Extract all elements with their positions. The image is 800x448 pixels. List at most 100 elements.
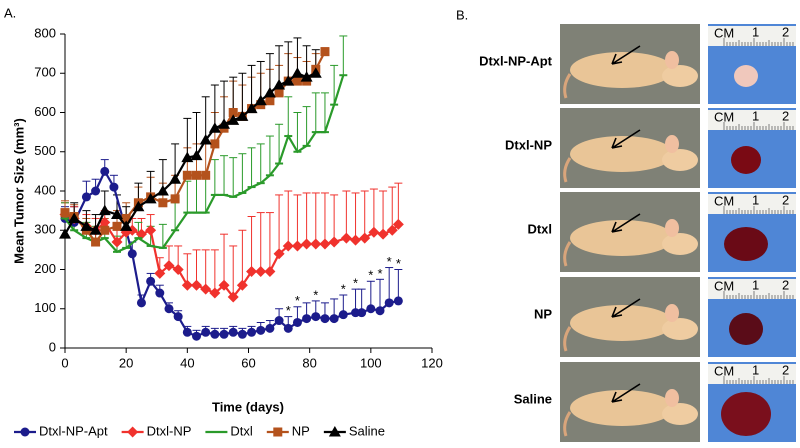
point — [236, 279, 248, 291]
point — [274, 88, 284, 98]
point — [319, 238, 331, 250]
ruler-label: 1 — [752, 277, 759, 292]
tumor — [731, 146, 761, 174]
point — [91, 186, 101, 196]
mouse-tail — [563, 73, 572, 99]
mouse-tail — [563, 411, 572, 437]
panel-label: B. — [456, 7, 468, 22]
point — [190, 149, 203, 161]
tumor — [734, 65, 758, 87]
point — [265, 96, 275, 106]
x-tick-label: 60 — [241, 355, 255, 370]
y-tick-label: 100 — [34, 300, 56, 315]
point — [256, 325, 266, 335]
point — [199, 133, 212, 145]
x-axis-title: Time (days) — [212, 399, 284, 414]
significance-mark: * — [377, 266, 382, 281]
y-axis-title: Mean Tumor Size (mm³) — [11, 118, 26, 264]
mouse-ear — [665, 135, 679, 153]
point — [292, 76, 302, 86]
point — [208, 122, 221, 133]
point — [237, 329, 247, 339]
point — [136, 298, 146, 308]
ruler-label: 2 — [782, 24, 789, 39]
significance-mark: * — [353, 276, 358, 291]
tumor — [724, 227, 768, 261]
point — [182, 170, 192, 180]
ruler-label: CM — [714, 278, 734, 293]
legend-label: Dtxl — [230, 423, 253, 438]
point — [109, 182, 119, 192]
mouse-head — [662, 403, 698, 425]
point — [200, 283, 212, 295]
point — [282, 75, 295, 86]
tumor — [729, 313, 763, 345]
y-tick-label: 200 — [34, 261, 56, 276]
mouse-body — [570, 52, 674, 88]
point — [291, 67, 304, 78]
point — [164, 304, 174, 314]
x-tick-label: 100 — [360, 355, 382, 370]
mouse-tail — [563, 157, 572, 183]
y-tick-label: 500 — [34, 143, 56, 158]
point — [201, 327, 211, 337]
significance-mark: * — [368, 268, 373, 283]
point — [91, 237, 101, 247]
point — [292, 317, 302, 327]
legend-marker — [20, 427, 30, 437]
point — [112, 221, 122, 231]
significance-mark: * — [387, 254, 392, 269]
point — [210, 329, 220, 339]
y-tick-label: 800 — [34, 25, 56, 40]
point — [156, 185, 169, 196]
ruler-label: 2 — [782, 277, 789, 292]
point — [247, 327, 257, 337]
arrow — [611, 45, 641, 65]
point — [320, 47, 330, 57]
mouse-ear — [665, 389, 679, 407]
point — [181, 151, 194, 163]
legend-item: NP — [266, 423, 310, 438]
significance-mark: * — [295, 293, 300, 308]
point — [386, 224, 398, 236]
mouse-head — [662, 65, 698, 87]
point — [311, 312, 321, 322]
ruler-label: CM — [714, 363, 734, 378]
tumor — [721, 392, 771, 436]
mouse-body — [570, 220, 674, 256]
point — [80, 220, 93, 231]
point — [300, 71, 313, 82]
point — [132, 200, 145, 212]
point — [375, 306, 385, 316]
point — [310, 238, 322, 250]
significance-mark: * — [341, 281, 346, 296]
point — [219, 329, 229, 339]
point — [145, 224, 157, 236]
point — [100, 166, 110, 176]
legend-marker — [328, 426, 341, 437]
point — [89, 224, 102, 235]
y-tick-label: 600 — [34, 104, 56, 119]
mouse-head — [662, 318, 698, 340]
row-label: Dtxl — [527, 221, 552, 236]
point — [110, 208, 123, 220]
point — [350, 234, 362, 246]
point — [228, 327, 238, 337]
point — [357, 308, 367, 318]
point — [273, 248, 285, 260]
x-tick-label: 80 — [302, 355, 316, 370]
point — [192, 170, 202, 180]
row-label: NP — [534, 306, 552, 321]
ruler-label: 1 — [752, 24, 759, 39]
x-tick-label: 120 — [421, 355, 443, 370]
point — [254, 94, 267, 106]
point — [246, 265, 258, 277]
point — [274, 316, 284, 326]
legend-item: Saline — [323, 423, 385, 438]
legend-item: Dtxl-NP — [121, 423, 191, 438]
point — [218, 118, 231, 129]
mouse-head — [662, 149, 698, 171]
ruler — [708, 110, 796, 130]
x-tick-label: 0 — [61, 355, 68, 370]
